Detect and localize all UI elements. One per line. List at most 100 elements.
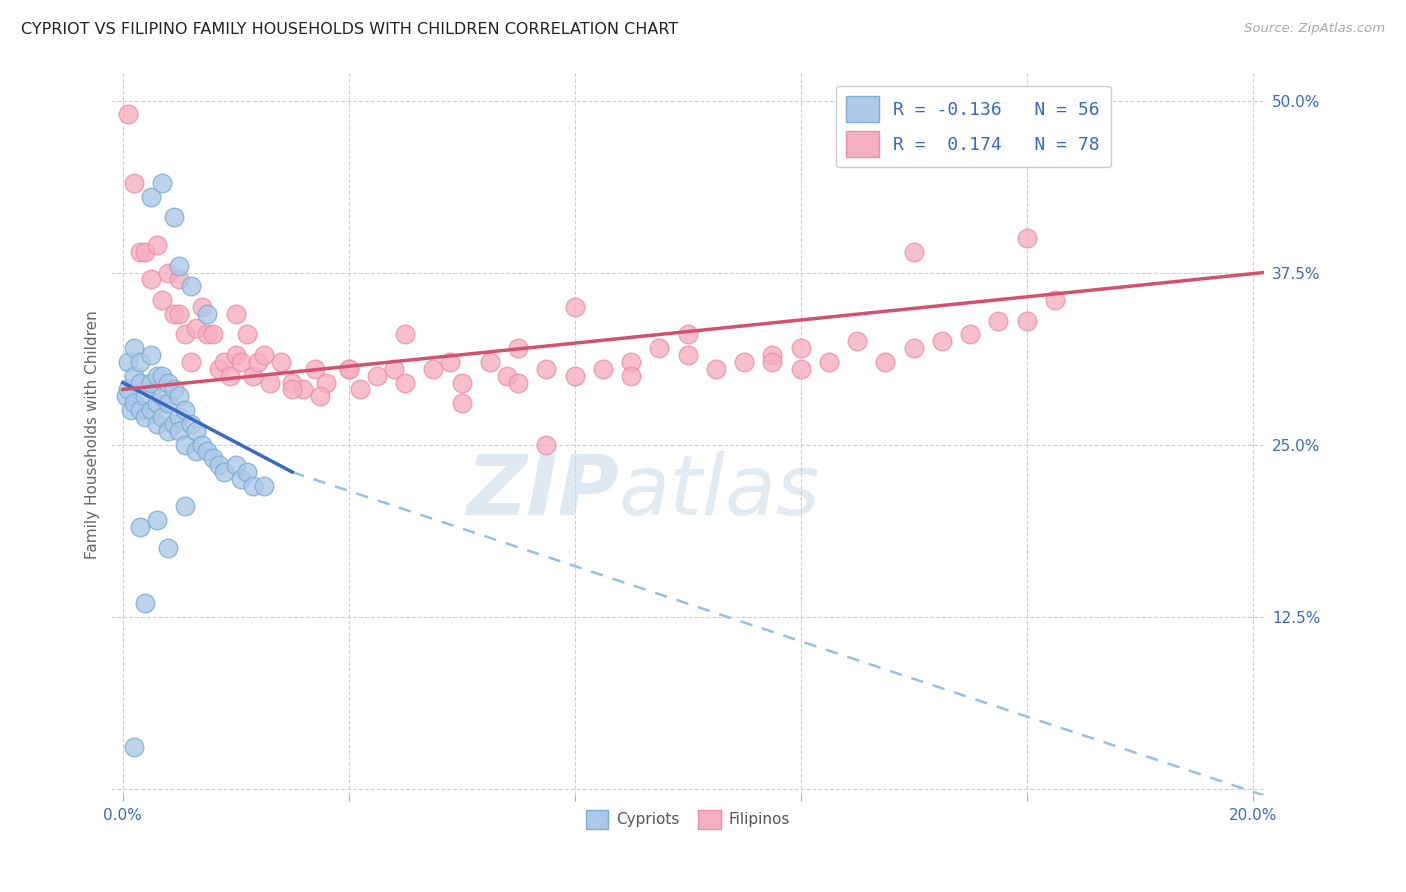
Point: [959, 327, 981, 342]
Point: [592, 361, 614, 376]
Point: [648, 341, 671, 355]
Point: [173, 327, 195, 342]
Legend: Cypriots, Filipinos: Cypriots, Filipinos: [579, 804, 796, 835]
Point: [186, 320, 208, 334]
Point: [733, 355, 755, 369]
Point: [167, 389, 190, 403]
Point: [150, 389, 173, 403]
Point: [150, 368, 173, 383]
Point: [931, 334, 953, 349]
Point: [156, 265, 179, 279]
Point: [620, 355, 643, 369]
Point: [242, 479, 264, 493]
Point: [214, 355, 236, 369]
Point: [122, 740, 145, 755]
Point: [508, 376, 530, 390]
Point: [179, 355, 201, 369]
Point: [478, 355, 501, 369]
Point: [139, 190, 162, 204]
Point: [247, 355, 270, 369]
Point: [134, 389, 156, 403]
Point: [281, 376, 304, 390]
Point: [225, 348, 247, 362]
Point: [564, 368, 586, 383]
Text: ZIP: ZIP: [465, 451, 619, 533]
Point: [150, 409, 173, 424]
Point: [253, 348, 276, 362]
Point: [117, 355, 139, 369]
Point: [134, 596, 156, 610]
Point: [231, 355, 253, 369]
Point: [114, 389, 136, 403]
Point: [304, 361, 326, 376]
Point: [122, 396, 145, 410]
Point: [987, 313, 1010, 327]
Point: [128, 355, 150, 369]
Point: [150, 293, 173, 307]
Point: [789, 341, 811, 355]
Point: [422, 361, 444, 376]
Point: [231, 472, 253, 486]
Point: [145, 396, 167, 410]
Point: [162, 307, 184, 321]
Point: [128, 403, 150, 417]
Point: [173, 500, 195, 514]
Point: [145, 368, 167, 383]
Point: [536, 437, 558, 451]
Point: [128, 520, 150, 534]
Point: [120, 403, 142, 417]
Point: [208, 361, 231, 376]
Point: [179, 279, 201, 293]
Point: [676, 348, 699, 362]
Point: [156, 541, 179, 555]
Point: [270, 355, 292, 369]
Point: [564, 300, 586, 314]
Point: [508, 341, 530, 355]
Point: [789, 361, 811, 376]
Point: [191, 300, 214, 314]
Point: [197, 307, 219, 321]
Point: [139, 403, 162, 417]
Point: [145, 238, 167, 252]
Point: [1015, 313, 1038, 327]
Point: [128, 376, 150, 390]
Point: [259, 376, 281, 390]
Point: [704, 361, 727, 376]
Point: [167, 307, 190, 321]
Point: [761, 355, 783, 369]
Point: [495, 368, 517, 383]
Point: [382, 361, 405, 376]
Point: [349, 383, 371, 397]
Point: [139, 376, 162, 390]
Point: [903, 341, 925, 355]
Point: [337, 361, 360, 376]
Point: [139, 383, 162, 397]
Point: [117, 107, 139, 121]
Point: [1043, 293, 1066, 307]
Point: [167, 409, 190, 424]
Text: Source: ZipAtlas.com: Source: ZipAtlas.com: [1244, 22, 1385, 36]
Point: [292, 383, 315, 397]
Point: [676, 327, 699, 342]
Point: [197, 327, 219, 342]
Point: [122, 341, 145, 355]
Point: [214, 465, 236, 479]
Point: [242, 368, 264, 383]
Point: [225, 458, 247, 472]
Point: [186, 444, 208, 458]
Point: [337, 361, 360, 376]
Point: [167, 272, 190, 286]
Point: [134, 409, 156, 424]
Point: [156, 396, 179, 410]
Point: [156, 376, 179, 390]
Point: [366, 368, 388, 383]
Point: [156, 424, 179, 438]
Point: [197, 444, 219, 458]
Point: [139, 272, 162, 286]
Point: [173, 403, 195, 417]
Point: [1015, 231, 1038, 245]
Point: [309, 389, 332, 403]
Point: [139, 348, 162, 362]
Point: [394, 376, 416, 390]
Point: [167, 259, 190, 273]
